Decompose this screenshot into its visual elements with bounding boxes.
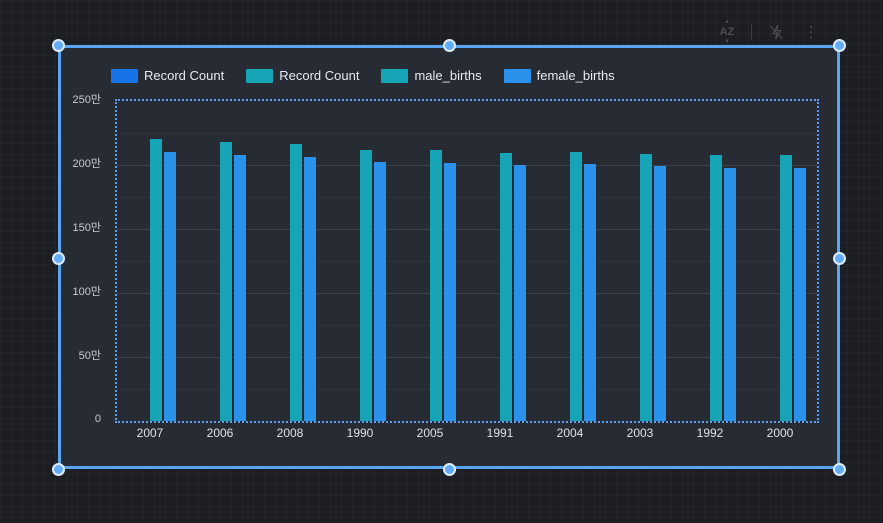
gridline [117,325,817,326]
bar-pair [430,150,456,421]
x-tick-label: 2007 [136,426,164,440]
bar-female_births[interactable] [234,154,246,421]
legend-swatch [111,68,138,83]
bar-female_births[interactable] [444,163,456,421]
toolbar-divider [751,24,752,40]
x-tick-label: 2003 [626,426,654,440]
gridline [117,261,817,262]
resize-handle-middle-right[interactable] [833,252,846,265]
x-tick-label: 1991 [486,426,514,440]
bar-pair [290,143,316,421]
resize-handle-top-center[interactable] [443,39,456,52]
y-tick-label: 200만 [72,158,101,170]
bar-female_births[interactable] [724,167,736,421]
bar-female_births[interactable] [794,168,806,421]
legend-item[interactable]: Record Count [246,68,359,83]
selected-chart-panel[interactable]: Record Count Record Count male_births femal… [58,45,840,469]
bar-group [537,101,607,421]
bar-male_births[interactable] [290,143,302,421]
bar-pair [360,149,386,421]
bar-male_births[interactable] [500,152,512,421]
legend-swatch [503,68,531,83]
bar-female_births[interactable] [654,165,666,421]
legend-item[interactable]: male_births [381,68,482,83]
x-tick-label: 1992 [696,426,724,440]
gridline [117,389,817,390]
bar-male_births[interactable] [150,139,162,421]
legend-label: male_births [414,68,482,83]
gridline [117,133,817,134]
legend-swatch [381,68,409,83]
x-axis: 2007 2006 2008 1990 2005 1991 2004 2003 1992 2000 [115,426,815,442]
bar-group [187,101,257,421]
bar-female_births[interactable] [374,161,386,421]
kebab-menu-icon[interactable]: ⋮ [803,23,819,41]
bar-female_births[interactable] [514,165,526,421]
bar-pair [710,154,736,421]
x-tick-label: 2000 [766,426,794,440]
gridline [117,293,817,294]
resize-handle-bottom-right[interactable] [833,463,846,476]
bar-male_births[interactable] [430,150,442,421]
bar-pair [220,141,246,421]
bar-group [747,101,817,421]
resize-handle-top-left[interactable] [52,39,65,52]
legend-label: Record Count [279,68,360,83]
gridline [117,357,817,358]
bar-group [467,101,537,421]
legend-label: female_births [536,68,615,83]
resize-handle-bottom-center[interactable] [443,463,456,476]
bar-group [117,101,187,421]
x-tick-label: 2005 [416,426,444,440]
bar-pair [570,152,596,421]
bar-group [607,101,677,421]
resize-handle-top-right[interactable] [833,39,846,52]
gridline [117,197,817,198]
bar-male_births[interactable] [710,154,722,421]
y-tick-label: 50만 [78,350,101,362]
legend-swatch [246,68,274,83]
bar-group [397,101,467,421]
x-tick-label: 2008 [276,426,304,440]
bar-group [257,101,327,421]
legend-item[interactable]: female_births [503,68,615,83]
y-tick-label: 0 [94,413,101,425]
bar-male_births[interactable] [220,141,232,421]
bar-male_births[interactable] [780,155,792,421]
bar-pair [500,152,526,421]
bar-female_births[interactable] [304,156,316,421]
bar-female_births[interactable] [584,164,596,421]
x-tick-label: 2004 [556,426,584,440]
bar-female_births[interactable] [164,152,176,421]
resize-handle-bottom-left[interactable] [52,463,65,476]
chart-legend: Record Count Record Count male_births femal… [111,68,615,83]
y-tick-label: 100만 [72,286,101,298]
chart-toolbar: ▴ AZ ▾ ⋮ [716,18,822,45]
bar-group [677,101,747,421]
y-tick-label: 250만 [72,94,101,106]
bar-pair [780,155,806,421]
bar-pair [150,139,176,421]
y-axis: 0 50만 100만 150만 200만 250만 [61,94,105,425]
plot-area [115,99,819,423]
resize-handle-middle-left[interactable] [52,252,65,265]
bar-male_births[interactable] [570,152,582,421]
legend-label: Record Count [144,68,225,83]
gridline [117,165,817,166]
bar-pair [640,154,666,421]
legend-item[interactable]: Record Count [111,68,224,83]
lightning-off-icon[interactable] [765,21,787,43]
bar-group [327,101,397,421]
bar-male_births[interactable] [360,149,372,421]
sort-az-icon[interactable]: ▴ AZ ▾ [719,18,735,45]
y-tick-label: 150만 [72,222,101,234]
x-tick-label: 2006 [206,426,234,440]
x-tick-label: 1990 [346,426,374,440]
bar-male_births[interactable] [640,154,652,421]
gridline [117,229,817,230]
